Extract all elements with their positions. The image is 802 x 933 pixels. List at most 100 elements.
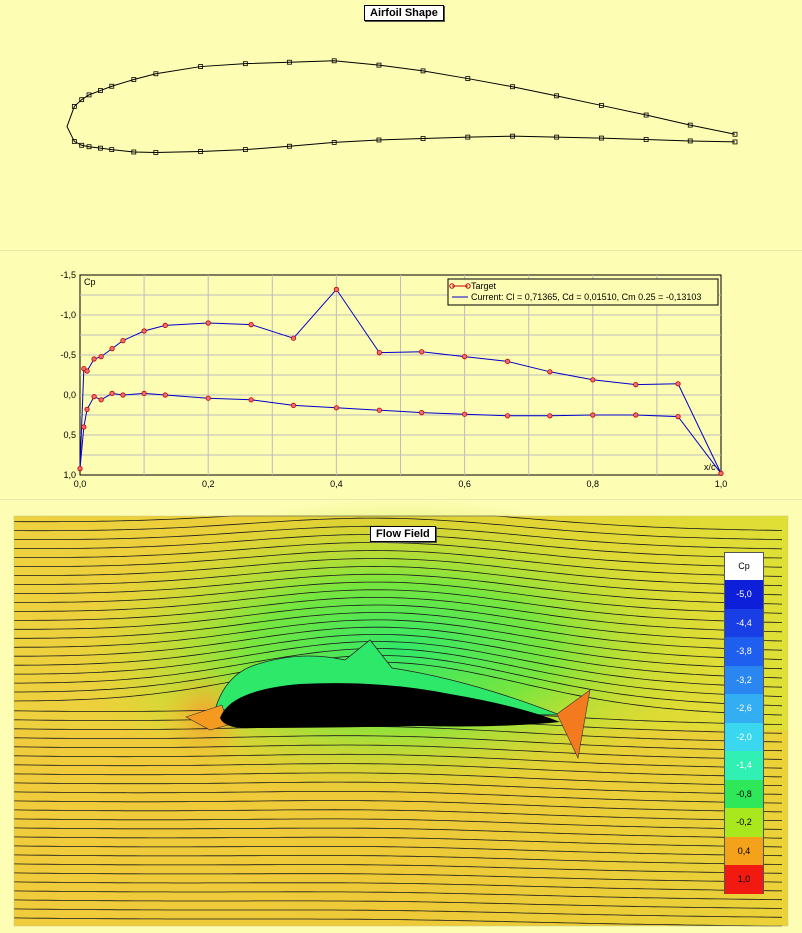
airfoil-point [109, 147, 115, 153]
cp-target-point [419, 349, 425, 355]
colorbar-level: -0,2 [725, 808, 763, 837]
streamline [14, 648, 783, 697]
airfoil-point [599, 103, 604, 108]
cp-target-point [290, 402, 297, 408]
cp-x-tick-label: 0,6 [458, 479, 471, 489]
streamline [14, 581, 783, 614]
streamline [13, 890, 783, 901]
cp-target-point [109, 390, 115, 396]
streamline [14, 517, 783, 541]
airfoil-point [687, 138, 693, 144]
flow-airfoil-body [220, 683, 560, 729]
streamline [13, 818, 783, 830]
streamline [14, 597, 783, 633]
airfoil-point [98, 145, 103, 151]
colorbar-level: -0,8 [725, 779, 763, 808]
cp-target-point [461, 354, 468, 360]
cp-target-point [633, 412, 639, 418]
cp-te-region [556, 689, 591, 759]
airfoil-point [71, 104, 77, 109]
airfoil-point [287, 59, 292, 65]
cp-x-tick-label: 0,2 [202, 479, 215, 489]
colorbar-title: Cp [738, 561, 750, 571]
airfoil-point [554, 134, 560, 140]
cp-chart-panel: Cp x/c -1,5 -1,0 -0,5 0,0 0,5 1,0 0,0 0,2 0,4 0,… [0, 251, 802, 499]
cp-target-point [376, 350, 382, 356]
streamline [13, 661, 783, 716]
cp-y-tick-label: 0,5 [63, 430, 76, 440]
cp-target-point [120, 338, 126, 344]
airfoil-point [198, 149, 204, 154]
cp-target-point [98, 354, 104, 360]
airfoil-point [331, 58, 337, 64]
cp-target-point [81, 424, 87, 430]
cp-target-point [91, 356, 97, 362]
cp-target-point [718, 470, 724, 476]
cp-y-ticks: -1,5 -1,0 -0,5 0,0 0,5 1,0 [60, 270, 76, 480]
airfoil-shape-panel: Airfoil Shape [0, 0, 802, 250]
cp-x-tick-label: 0,4 [330, 479, 343, 489]
airfoil-point [687, 122, 693, 128]
streamline [14, 612, 783, 651]
streamline [14, 626, 783, 670]
colorbar-level: 1,0 [725, 865, 763, 894]
cp-target-point [91, 394, 97, 400]
airfoil-point [732, 139, 738, 145]
airfoil-point [131, 77, 137, 82]
airfoil-point [376, 62, 382, 68]
streamline [14, 565, 783, 596]
streamline [13, 772, 783, 786]
airfoil-shape-title: Airfoil Shape [364, 5, 444, 21]
colorbar-level: -2,6 [725, 694, 763, 723]
cp-y-tick-label: -1,5 [60, 270, 76, 280]
streamline [13, 791, 783, 804]
cp-colorbar: Cp -5,0 -4,4 -3,8 -3,2 -2,6 -2,0 -1,4 -0,8 -0,2 0… [724, 552, 764, 894]
cp-chart: Cp x/c -1,5-1,0-0,50,00,51,0 0,0 0,2 0,4 0,… [60, 270, 727, 489]
cp-y-tick-label: -1,0 [60, 310, 76, 320]
cp-target-point [376, 407, 382, 413]
legend-target-marker-b [465, 283, 471, 289]
cp-target-point [162, 322, 168, 329]
streamline [13, 899, 783, 909]
cp-target-point [333, 286, 339, 293]
cp-target-point [675, 414, 681, 420]
cp-current-upper-line [79, 288, 722, 474]
cp-target-point [675, 381, 681, 387]
cp-y-tick-label: 1,0 [63, 470, 76, 480]
legend-target-marker-a [449, 283, 455, 289]
panel-divider [0, 250, 802, 251]
cp-target-point [77, 466, 83, 472]
cp-series [77, 286, 724, 476]
streamline [14, 542, 783, 568]
colorbar-level: -3,8 [725, 637, 763, 666]
streamline [14, 641, 783, 688]
airfoil-point [331, 139, 337, 145]
airfoil-point [599, 135, 604, 141]
airfoil-point [79, 142, 85, 148]
airfoil-point [109, 83, 115, 89]
airfoil-point [420, 68, 426, 74]
streamline [13, 854, 783, 865]
cp-target-point [120, 392, 126, 398]
streamline [13, 917, 782, 927]
airfoil-point [198, 64, 204, 69]
airfoil-point [510, 133, 515, 139]
airfoil-point [643, 112, 649, 118]
streamline [13, 908, 783, 918]
airfoil-point [242, 61, 248, 67]
streamline [13, 872, 783, 883]
cp-y-tick-label: 0,0 [63, 390, 76, 400]
cp-target-point [162, 392, 168, 398]
flow-field-title: Flow Field [370, 526, 436, 542]
cp-target-point [590, 377, 596, 383]
airfoil-point [153, 150, 159, 155]
cp-target-point [205, 320, 211, 326]
flow-border [13, 515, 789, 927]
cp-target-point [141, 328, 147, 334]
cp-target-point [547, 413, 553, 419]
streamline [13, 845, 783, 857]
cp-xlabel: x/c [704, 462, 716, 472]
colorbar-level: -2,0 [725, 722, 763, 751]
streamline [13, 550, 783, 577]
airfoil-point [643, 137, 649, 142]
